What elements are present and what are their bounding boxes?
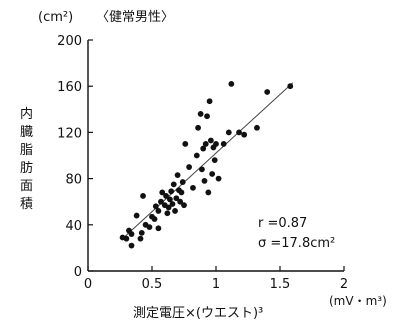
data-point: [200, 145, 207, 152]
data-point: [199, 166, 205, 173]
data-point: [186, 164, 193, 170]
data-point: [287, 83, 294, 90]
data-point: [241, 131, 248, 138]
data-point: [181, 202, 187, 209]
data-point: [174, 172, 181, 179]
data-point: [140, 193, 146, 199]
y-tick-label: 120: [57, 126, 82, 141]
data-point: [178, 189, 185, 196]
data-point: [155, 208, 162, 214]
data-point: [158, 198, 164, 205]
sigma-label: σ =17.8cm²: [258, 236, 335, 251]
data-point: [201, 178, 208, 184]
data-point: [264, 89, 271, 95]
data-point: [138, 229, 145, 236]
x-tick-label: 2: [340, 277, 348, 292]
data-point: [213, 141, 219, 147]
x-tick-label: 0.5: [142, 277, 163, 292]
data-point: [211, 157, 218, 164]
y-tick-label: 160: [57, 80, 82, 95]
data-point: [182, 141, 189, 147]
data-point: [236, 129, 242, 136]
chart-title: 〈健常男性〉: [96, 10, 174, 25]
data-point: [159, 189, 166, 196]
data-point: [164, 210, 171, 217]
y-tick-label: 80: [65, 173, 82, 188]
data-point: [209, 171, 216, 177]
x-unit-label: (mV・m³): [329, 294, 387, 308]
data-point: [163, 193, 169, 199]
data-point: [169, 201, 176, 207]
data-point: [195, 124, 201, 131]
data-point: [168, 188, 175, 195]
y-axis-label-char: 積: [20, 197, 33, 212]
data-point: [254, 124, 260, 131]
correlation-label: r =0.87: [258, 216, 307, 231]
data-point: [215, 175, 222, 182]
y-tick-label: 0: [74, 265, 82, 280]
data-point: [165, 204, 172, 211]
regression-line: [122, 82, 294, 240]
data-point: [228, 80, 235, 87]
y-tick-label: 200: [57, 34, 82, 49]
data-point: [206, 98, 213, 105]
data-point: [151, 216, 158, 222]
y-axis-label-char: 内: [20, 106, 33, 122]
y-tick-label: 40: [65, 219, 82, 234]
data-point: [128, 242, 135, 249]
data-point: [225, 129, 232, 136]
data-point: [179, 179, 186, 185]
data-point: [220, 141, 227, 147]
data-point: [172, 208, 178, 214]
data-point: [123, 235, 130, 242]
data-point: [207, 137, 214, 144]
data-point: [202, 141, 209, 147]
data-point: [133, 212, 140, 219]
data-point: [155, 225, 162, 232]
data-point: [193, 152, 200, 159]
x-tick-label: 1: [212, 277, 220, 292]
y-axis-label-char: 面: [20, 179, 33, 194]
y-axis-label-char: 肪: [20, 160, 33, 176]
data-point: [177, 198, 184, 205]
x-tick-label: 0: [84, 277, 92, 292]
x-tick-label: 1.5: [270, 277, 291, 292]
data-point: [146, 224, 153, 231]
data-point: [170, 181, 177, 188]
data-point: [190, 184, 196, 191]
y-axis-label-char: 臓: [20, 125, 33, 140]
y-unit-label: (cm²): [38, 10, 73, 25]
data-point: [205, 189, 212, 196]
data-point: [152, 203, 159, 210]
data-point: [167, 196, 173, 203]
data-point: [137, 235, 144, 242]
y-axis-label-char: 脂: [20, 143, 33, 158]
data-point: [128, 231, 135, 237]
data-point: [204, 113, 210, 120]
data-point: [173, 195, 180, 202]
data-point: [197, 111, 204, 117]
x-axis-label: 測定電圧×(ウエスト)³: [133, 306, 263, 321]
